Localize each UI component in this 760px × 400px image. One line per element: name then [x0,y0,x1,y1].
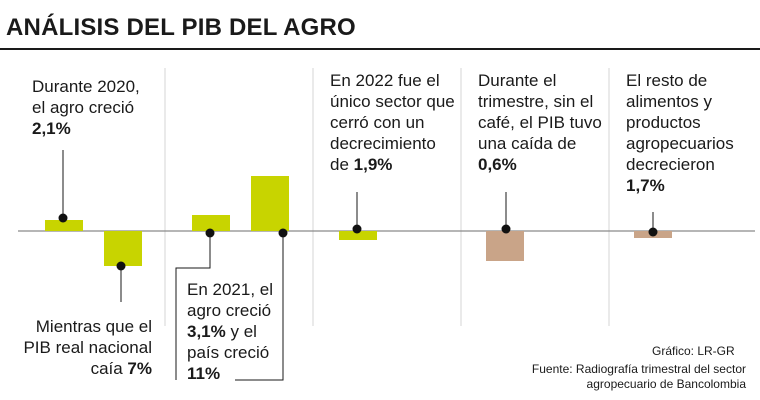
annotation: Durante el trimestre, sin el café, el PIB … [478,71,602,174]
data-label: 0,6% [478,155,517,174]
data-point-marker [501,224,511,234]
chart-credit: Gráfico: LR-GR [652,344,735,358]
data-point-marker [58,213,68,223]
data-point-marker [352,224,362,234]
bar-3-0 [486,231,524,261]
data-label: 11% [187,364,221,383]
chart-title: ANÁLISIS DEL PIB DEL AGRO [6,14,356,41]
annotation: En 2021, el agro creció 3,1% y el país crec… [187,280,274,383]
annotation: Durante 2020, el agro creció 2,1% [32,77,140,138]
data-point-marker [648,227,658,237]
data-label: 1,9% [353,155,393,174]
data-point-marker [205,228,215,238]
bar-0-0 [45,220,83,231]
data-point-marker [116,261,126,271]
bar-0-1 [104,231,142,266]
annotation: El resto de alimentos y productos agropecua… [626,71,734,195]
bar-2-0 [339,231,377,240]
bar-1-0 [192,215,230,231]
data-label: 2,1% [32,119,71,138]
annotation: En 2022 fue el único sector que cerró con … [330,71,455,174]
bar-1-1 [251,176,289,231]
data-point-marker [278,228,288,238]
data-label: 7% [127,359,152,378]
data-label: 1,7% [626,176,665,195]
title-rule [0,48,760,50]
annotation: Mientras que el PIB real nacional caía 7% [23,317,152,378]
chart-source: Fuente: Radiografía trimestral del secto… [531,362,746,391]
leader-line [175,233,211,380]
leader-line [235,233,284,381]
